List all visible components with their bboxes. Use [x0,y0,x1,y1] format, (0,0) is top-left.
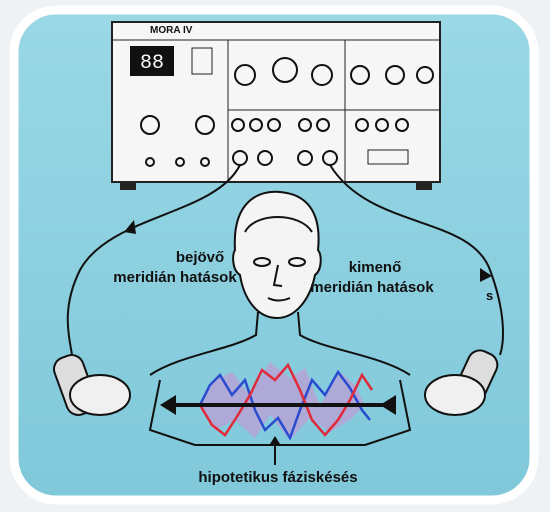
cable-out [329,164,504,356]
svg-text:88: 88 [140,52,164,75]
cable-in [66,164,241,356]
device-label: MORA IV [150,25,193,36]
incoming-label: meridián hatások [113,269,237,286]
caption: hipotetikus fáziskésés [198,469,357,486]
outgoing-label: kimenő [349,259,402,276]
incoming-label: bejövő [176,249,224,266]
left-hand [53,354,131,416]
outgoing-mark: s [486,288,493,303]
person [148,190,412,446]
waves [160,362,396,465]
arrow-out [480,268,492,282]
arrow-in [124,220,136,234]
outgoing-label: meridián hatások [310,279,434,296]
right-hand [424,349,499,416]
device: 88 MORA IV [111,21,441,190]
